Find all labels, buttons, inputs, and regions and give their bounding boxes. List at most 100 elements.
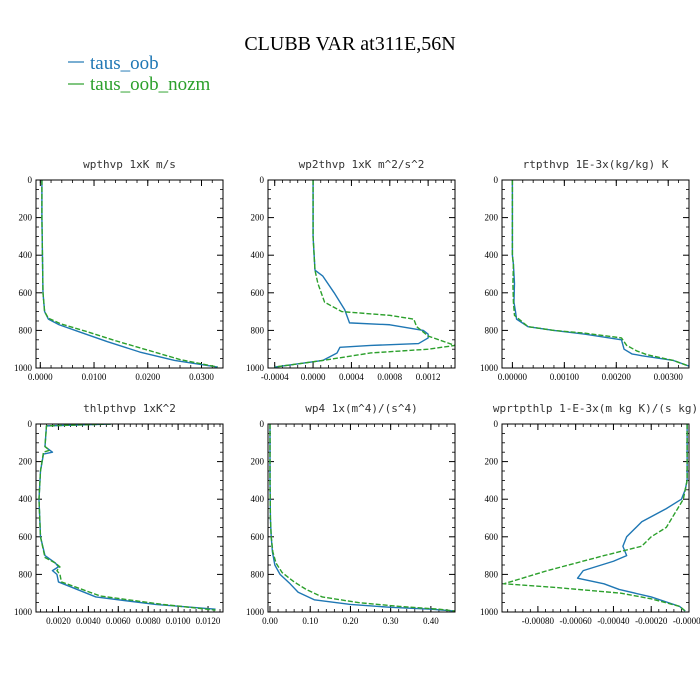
x-tick-label: 0.00000 bbox=[498, 372, 528, 382]
series-group bbox=[274, 180, 455, 368]
y-tick-label: 800 bbox=[19, 569, 33, 579]
x-tick-label: -0.0004 bbox=[261, 372, 289, 382]
series-line-taus-oob-nozm bbox=[38, 424, 216, 611]
panel-2: wp2thvp 1xK m^2/s^2 0 200 400 600 800 1000-0.0… bbox=[246, 158, 456, 382]
x-tick-label: 0.00 bbox=[262, 616, 278, 626]
x-tick-label: -0.00040 bbox=[597, 616, 630, 626]
y-tick-label: 600 bbox=[19, 288, 33, 298]
y-tick-label: 800 bbox=[251, 325, 265, 335]
y-tick-label: 400 bbox=[251, 250, 265, 260]
plot-frame bbox=[35, 423, 224, 613]
y-tick-label: 400 bbox=[485, 250, 499, 260]
y-tick-label: 400 bbox=[19, 250, 33, 260]
x-tick-label: 0.0060 bbox=[106, 616, 131, 626]
plot-frame bbox=[501, 179, 690, 369]
y-tick-label: 0 bbox=[28, 175, 33, 185]
y-tick-label: 0 bbox=[260, 175, 265, 185]
y-tick-label: 200 bbox=[251, 213, 265, 223]
y-tick-label: 0 bbox=[260, 419, 265, 429]
y-tick-label: 400 bbox=[19, 494, 33, 504]
x-tick-label: 0.40 bbox=[423, 616, 439, 626]
y-tick-label: 800 bbox=[485, 569, 499, 579]
panel-title: wp4 1x(m^4)/(s^4) bbox=[305, 402, 418, 415]
panel-title: wpthvp 1xK m/s bbox=[83, 158, 176, 171]
x-tick-label: 0.0040 bbox=[76, 616, 101, 626]
series-line-taus-oob bbox=[576, 424, 688, 612]
series-line-taus-oob bbox=[41, 180, 218, 368]
y-tick-label: 800 bbox=[485, 325, 499, 335]
y-tick-label: 1000 bbox=[246, 363, 265, 373]
panel-title: thlpthvp 1xK^2 bbox=[83, 402, 176, 415]
panel-6: wprtpthlp 1-E-3x(m kg K)/(s kg) 0 200 400 60… bbox=[480, 402, 700, 626]
x-tick-label: 0.0100 bbox=[82, 372, 107, 382]
y-tick-label: 800 bbox=[251, 569, 265, 579]
x-tick-label: 0.0000 bbox=[301, 372, 326, 382]
x-tick-label: 0.10 bbox=[302, 616, 318, 626]
x-tick-label: -0.00020 bbox=[635, 616, 668, 626]
x-tick-label: 0.0100 bbox=[166, 616, 191, 626]
series-line-taus-oob bbox=[274, 180, 429, 368]
y-tick-label: 1000 bbox=[480, 363, 499, 373]
x-tick-label: 0.0200 bbox=[135, 372, 160, 382]
y-tick-label: 200 bbox=[485, 213, 499, 223]
series-line-taus-oob bbox=[38, 424, 216, 610]
series-line-taus-oob bbox=[269, 424, 455, 612]
x-tick-label: 0.0000 bbox=[28, 372, 53, 382]
x-tick-label: 0.00300 bbox=[654, 372, 684, 382]
x-tick-label: 0.0004 bbox=[339, 372, 364, 382]
series-group bbox=[41, 180, 218, 368]
y-tick-label: 0 bbox=[28, 419, 33, 429]
panel-3: rtpthvp 1E-3x(kg/kg) K020040060080010000… bbox=[480, 158, 690, 382]
x-tick-label: 0.00200 bbox=[602, 372, 632, 382]
series-group bbox=[38, 424, 216, 611]
x-tick-label: 0.0020 bbox=[46, 616, 71, 626]
x-tick-label: 0.00100 bbox=[550, 372, 580, 382]
y-tick-label: 200 bbox=[19, 213, 33, 223]
x-tick-label: 0.20 bbox=[343, 616, 359, 626]
y-tick-label: 200 bbox=[19, 457, 33, 467]
x-tick-label: -0.00080 bbox=[522, 616, 555, 626]
panel-4: thlpthvp 1xK^2 0 200 400 600 800 1000 0.0020 0.0… bbox=[14, 402, 224, 626]
y-tick-label: 200 bbox=[251, 457, 265, 467]
y-tick-label: 1000 bbox=[14, 363, 33, 373]
y-tick-label: 800 bbox=[19, 325, 33, 335]
y-tick-label: 0 bbox=[494, 419, 499, 429]
legend-label-taus-oob: taus_oob bbox=[90, 53, 159, 74]
x-tick-label: -0.00060 bbox=[560, 616, 593, 626]
y-tick-label: 1000 bbox=[480, 607, 499, 617]
panel-title: wp2thvp 1xK m^2/s^2 bbox=[299, 158, 425, 171]
y-tick-label: 400 bbox=[485, 494, 499, 504]
x-tick-label: 0.0080 bbox=[136, 616, 161, 626]
series-line-taus-oob-nozm bbox=[269, 424, 455, 612]
y-tick-label: 200 bbox=[485, 457, 499, 467]
legend: taus_oob taus_oob_nozm bbox=[68, 53, 211, 95]
series-line-taus-oob-nozm bbox=[274, 180, 455, 368]
y-tick-label: 400 bbox=[251, 494, 265, 504]
plot-frame bbox=[35, 179, 224, 369]
panel-title: wprtpthlp 1-E-3x(m kg K)/(s kg) bbox=[493, 402, 698, 415]
y-tick-label: 0 bbox=[494, 175, 499, 185]
y-tick-label: 600 bbox=[251, 532, 265, 542]
plot-frame bbox=[501, 423, 690, 613]
series-group bbox=[503, 424, 688, 612]
y-tick-label: 600 bbox=[485, 532, 499, 542]
x-tick-label: 0.0120 bbox=[196, 616, 221, 626]
x-tick-label: -0.00000 bbox=[673, 616, 700, 626]
y-tick-label: 600 bbox=[485, 288, 499, 298]
series-line-taus-oob-nozm bbox=[41, 180, 218, 368]
y-tick-label: 1000 bbox=[246, 607, 265, 617]
y-tick-label: 600 bbox=[251, 288, 265, 298]
panel-title: rtpthvp 1E-3x(kg/kg) K bbox=[523, 158, 669, 171]
series-group bbox=[511, 180, 689, 367]
figure-title: CLUBB VAR at311E,56N bbox=[244, 33, 455, 55]
series-group bbox=[269, 424, 455, 612]
series-line-taus-oob-nozm bbox=[503, 424, 688, 612]
y-tick-label: 1000 bbox=[14, 607, 33, 617]
x-tick-label: 0.0012 bbox=[416, 372, 441, 382]
plot-frame bbox=[267, 423, 456, 613]
x-tick-label: 0.0300 bbox=[189, 372, 214, 382]
